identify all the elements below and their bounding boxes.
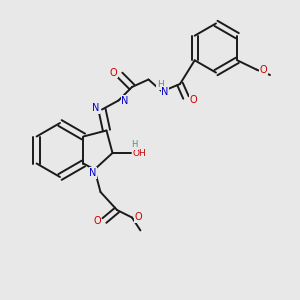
Text: O: O bbox=[259, 64, 267, 75]
Text: H: H bbox=[157, 80, 164, 89]
Text: O: O bbox=[93, 215, 101, 226]
Text: O: O bbox=[110, 68, 117, 78]
Text: N: N bbox=[122, 95, 129, 106]
Text: N: N bbox=[89, 168, 97, 178]
Text: N: N bbox=[161, 86, 169, 97]
Text: H: H bbox=[131, 140, 138, 149]
Text: OH: OH bbox=[133, 148, 146, 158]
Text: O: O bbox=[135, 212, 142, 223]
Text: N: N bbox=[92, 103, 99, 113]
Text: O: O bbox=[190, 95, 197, 105]
